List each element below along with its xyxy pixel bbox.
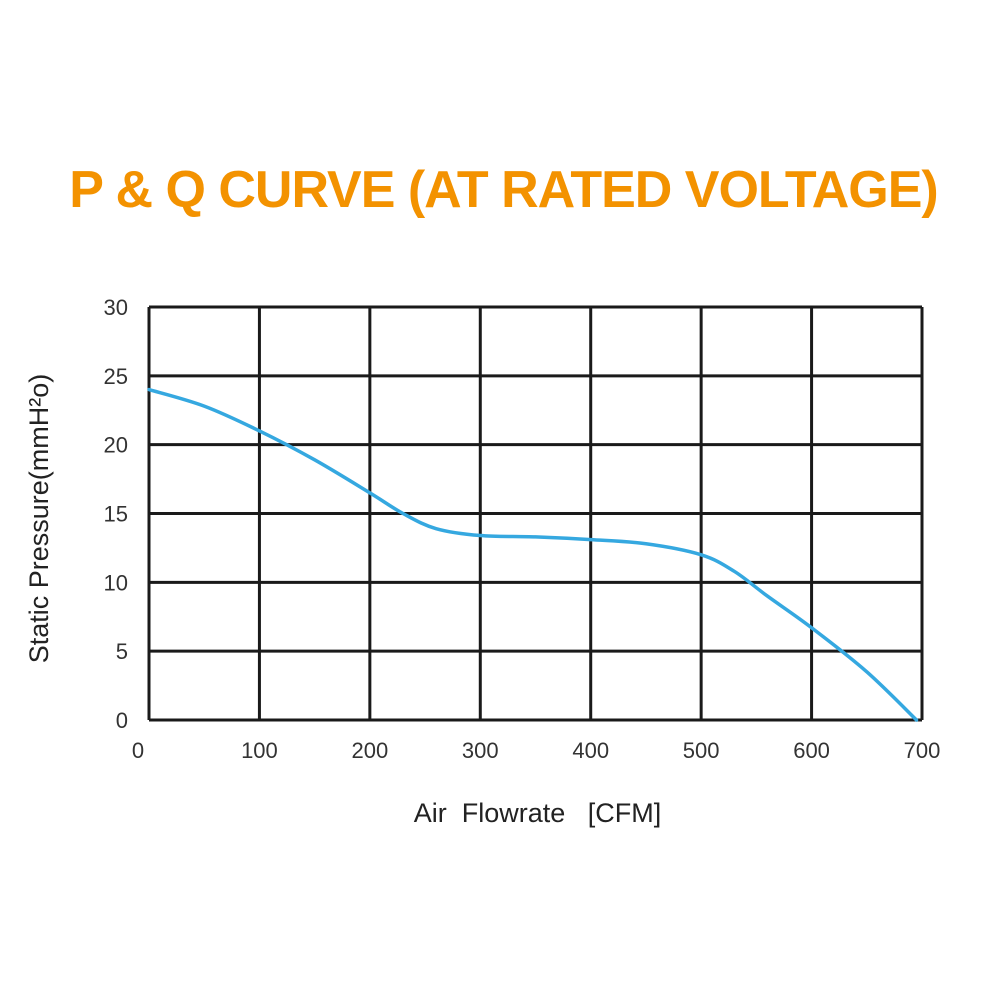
y-tick-label: 5: [116, 639, 128, 664]
x-tick-label: 700: [904, 738, 941, 763]
series-layer: [147, 387, 919, 722]
x-axis-label: Air Flowrate [CFM]: [414, 798, 662, 828]
x-tick-label: 500: [683, 738, 720, 763]
y-tick-label: 25: [104, 364, 128, 389]
pq-curve-line: [147, 387, 919, 722]
y-tick-label: 10: [104, 570, 128, 595]
y-tick-label: 30: [104, 295, 128, 320]
x-tick-label: 400: [572, 738, 609, 763]
x-tick-label: 300: [462, 738, 499, 763]
y-axis-label: Static Pressure(mmH²o): [24, 374, 54, 664]
x-tick-label: 200: [351, 738, 388, 763]
chart-title: P & Q CURVE (AT RATED VOLTAGE): [69, 161, 938, 219]
x-tick-labels: 0 100 200 300 400 500 600 700: [132, 738, 940, 763]
x-tick-label: 100: [241, 738, 278, 763]
y-tick-label: 15: [104, 502, 128, 527]
y-tick-labels: 0 5 10 15 20 25 30: [104, 295, 128, 733]
x-tick-label: 0: [132, 738, 144, 763]
y-tick-label: 20: [104, 433, 128, 458]
x-tick-label: 600: [793, 738, 830, 763]
y-tick-label: 0: [116, 708, 128, 733]
grid: [147, 305, 924, 722]
